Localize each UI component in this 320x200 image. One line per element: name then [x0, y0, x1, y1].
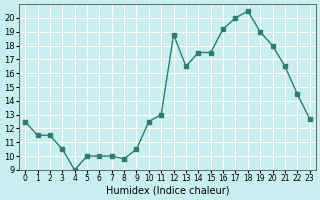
X-axis label: Humidex (Indice chaleur): Humidex (Indice chaleur) [106, 186, 229, 196]
